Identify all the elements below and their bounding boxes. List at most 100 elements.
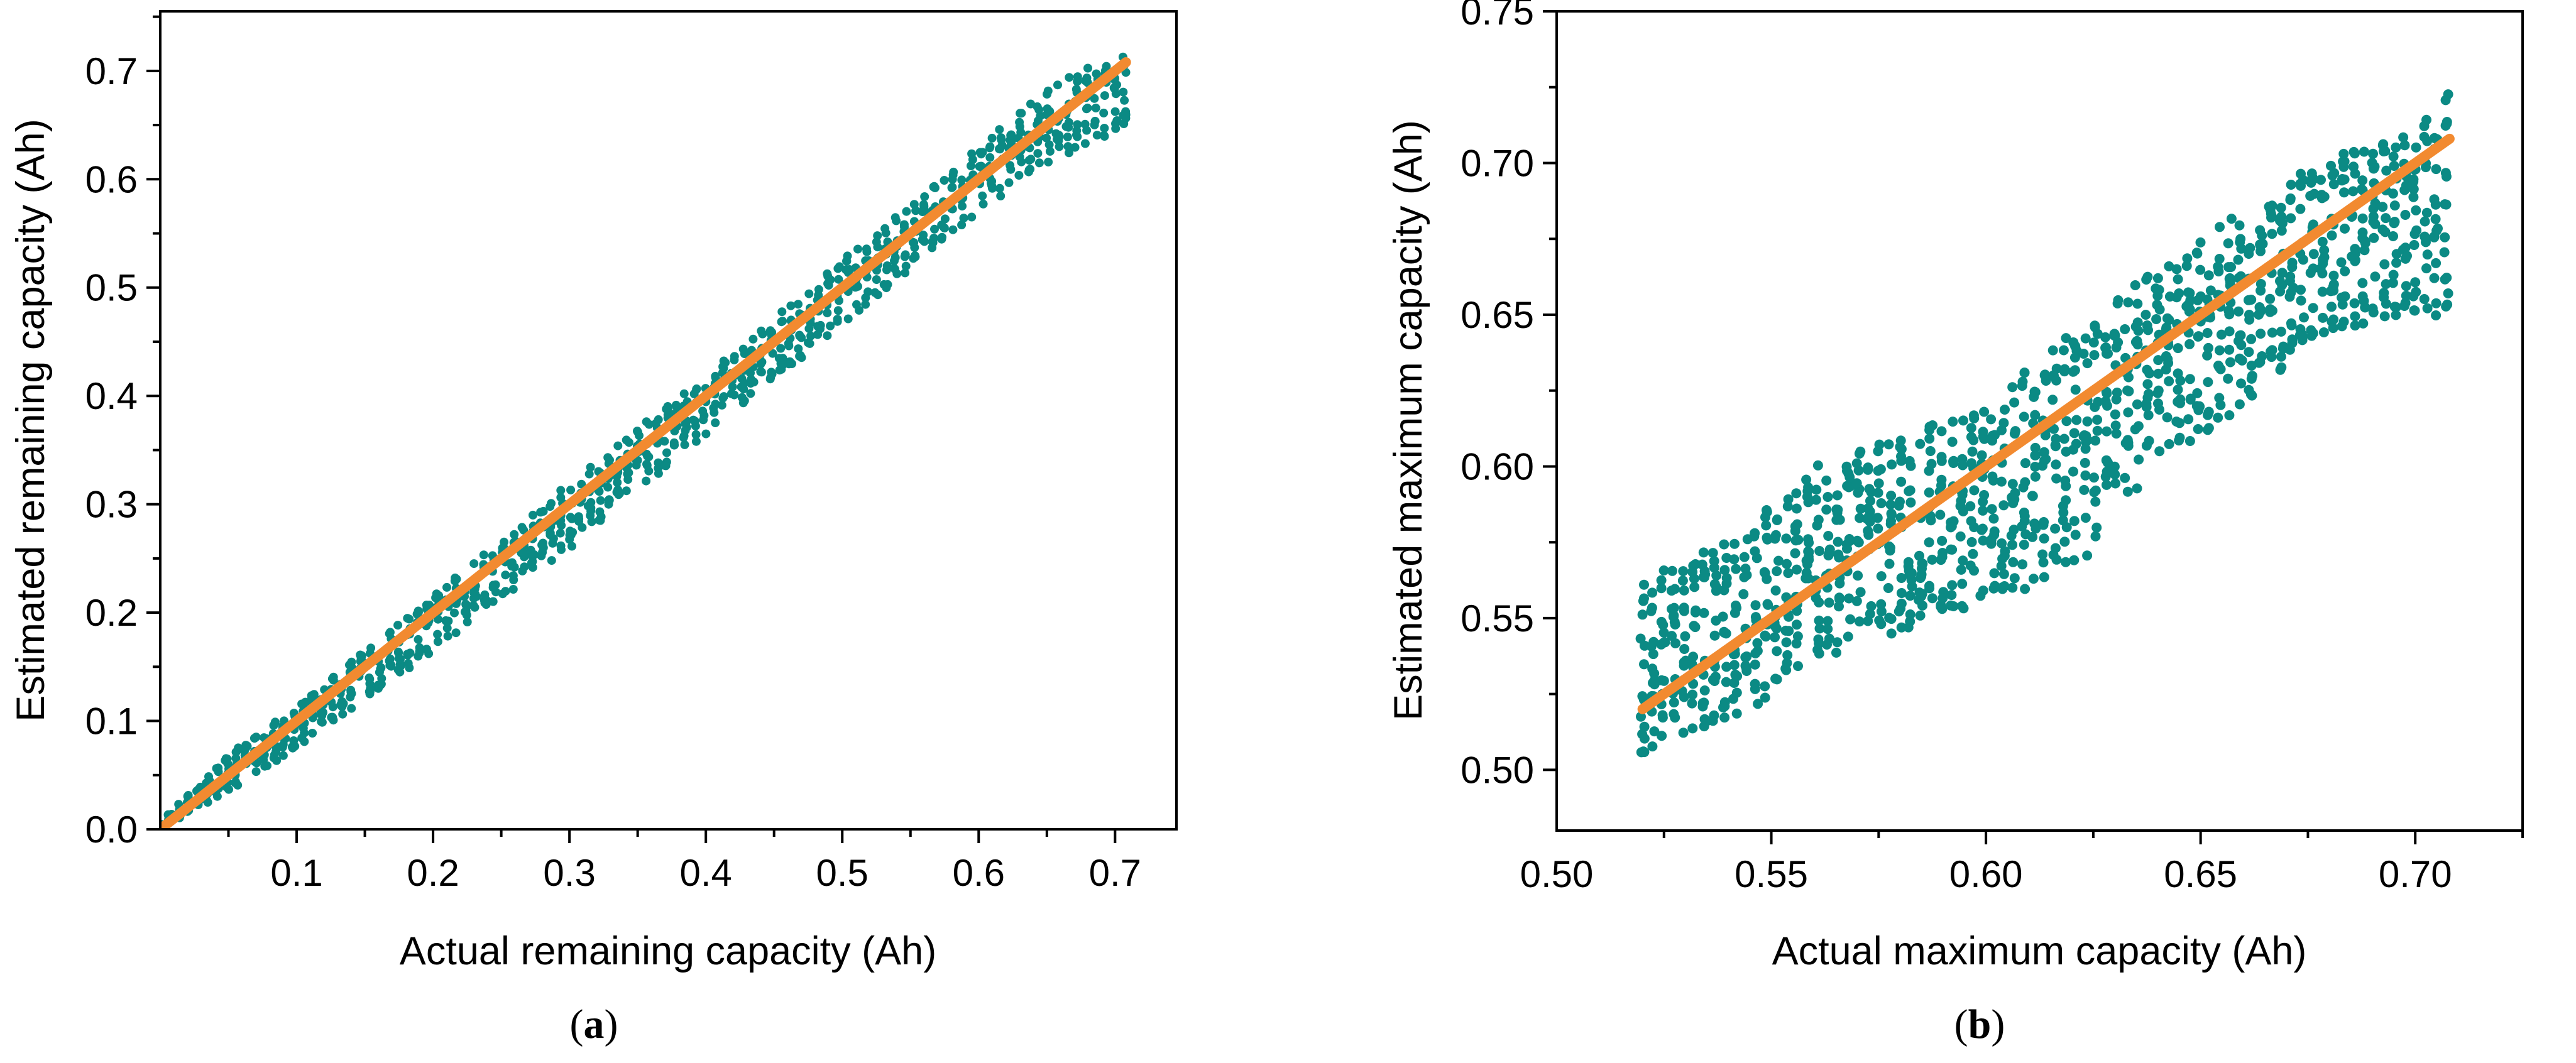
scatter-point <box>757 357 767 367</box>
scatter-point <box>796 351 805 360</box>
scatter-point <box>1821 504 1832 515</box>
scatter-point <box>2265 293 2276 304</box>
scatter-point <box>1772 515 1782 525</box>
scatter-point <box>2327 170 2338 181</box>
scatter-point <box>1822 492 1833 502</box>
scatter-point <box>1731 687 1742 698</box>
scatter-point <box>1678 566 1689 577</box>
scatter-point <box>1697 559 1707 570</box>
scatter-point <box>2039 533 2049 544</box>
scatter-point <box>2017 376 2028 387</box>
scatter-point <box>1916 591 1927 601</box>
scatter-point <box>987 178 995 188</box>
scatter-point <box>2216 329 2227 340</box>
scatter-point <box>2175 375 2186 386</box>
scatter-point <box>2296 168 2306 179</box>
scatter-point <box>2419 294 2430 304</box>
x-tick-label: 0.60 <box>1949 853 2023 895</box>
scatter-point <box>2431 164 2442 175</box>
scatter-point <box>1947 437 1958 447</box>
scatter-point <box>1996 476 2007 487</box>
scatter-point <box>308 729 317 738</box>
scatter-point <box>1638 746 1648 757</box>
scatter-point <box>1667 631 1677 641</box>
scatter-point <box>346 687 356 697</box>
scatter-point <box>270 717 280 727</box>
scatter-point <box>251 767 261 777</box>
scatter-point <box>1092 69 1101 79</box>
scatter-point <box>1669 610 1679 621</box>
scatter-point <box>816 324 825 334</box>
scatter-point <box>1834 515 1845 525</box>
caption-label-b: b <box>1968 1001 1992 1047</box>
scatter-point <box>1831 647 1841 658</box>
scatter-point <box>2358 318 2369 329</box>
scatter-point <box>680 440 689 449</box>
scatter-point <box>2050 523 2061 534</box>
scatter-point <box>1658 675 1669 686</box>
scatter-point <box>2378 139 2389 150</box>
scatter-point <box>624 468 633 477</box>
scatter-point <box>2110 420 2121 431</box>
scatter-point <box>2068 466 2078 477</box>
scatter-point <box>2327 302 2337 312</box>
scatter-point <box>1749 531 1760 542</box>
scatter-point <box>1790 548 1800 559</box>
scatter-point <box>1760 692 1770 703</box>
scatter-point <box>2193 424 2203 434</box>
scatter-point <box>2069 352 2080 363</box>
scatter-point <box>1636 711 1646 722</box>
scatter-point <box>1791 503 1802 514</box>
scatter-point <box>2151 283 2161 294</box>
scatter-point <box>1091 103 1100 112</box>
scatter-point <box>2235 330 2246 341</box>
scatter-point <box>928 243 937 253</box>
scatter-point <box>929 234 938 243</box>
scatter-point <box>823 308 832 318</box>
y-tick-label: 0.4 <box>85 375 138 417</box>
scatter-point <box>1647 602 1657 613</box>
scatter-point <box>1719 697 1730 707</box>
scatter-point <box>2195 237 2206 248</box>
scatter-point <box>1854 616 1865 627</box>
scatter-point <box>1853 488 1863 498</box>
scatter-point <box>1824 633 1834 644</box>
scatter-point <box>2164 439 2174 449</box>
scatter-point <box>1100 132 1109 141</box>
scatter-point <box>2058 345 2069 356</box>
scatter-point <box>444 616 453 626</box>
scatter-point <box>221 756 230 765</box>
scatter-point <box>1905 609 1916 619</box>
scatter-point <box>1937 535 1948 546</box>
scatter-point <box>2267 229 2277 239</box>
scatter-point <box>1637 609 1648 620</box>
scatter-point <box>1707 716 1718 726</box>
y-axis-b: 0.50 0.55 0.60 0.65 0.70 0.75 <box>1461 0 1557 791</box>
scatter-point <box>2441 301 2452 312</box>
scatter-point <box>1978 535 1988 546</box>
scatter-point <box>1687 723 1698 734</box>
scatter-point <box>2050 440 2061 450</box>
scatter-point <box>613 478 622 487</box>
scatter-point <box>767 328 777 337</box>
scatter-point <box>1044 157 1053 166</box>
scatter-point <box>853 244 862 254</box>
scatter-point <box>1947 580 1958 591</box>
scatter-point <box>2257 351 2267 361</box>
scatter-point <box>1915 439 1926 449</box>
scatter-point <box>2408 184 2419 194</box>
scatter-point <box>1709 630 1720 641</box>
scatter-point <box>2369 232 2379 243</box>
scatter-point <box>1648 636 1659 647</box>
scatter-point <box>1072 85 1081 94</box>
scatter-point <box>414 635 423 644</box>
scatter-point <box>740 349 749 358</box>
scatter-point <box>2203 425 2213 435</box>
scatter-point <box>1045 146 1055 156</box>
scatter-point <box>1876 606 1887 617</box>
scatter-point <box>1802 491 1812 502</box>
scatter-point <box>901 250 910 259</box>
scatter-point <box>2305 268 2316 278</box>
x-axis-b: 0.50 0.55 0.60 0.65 0.70 <box>1520 831 2524 895</box>
scatter-point <box>1841 461 1852 472</box>
